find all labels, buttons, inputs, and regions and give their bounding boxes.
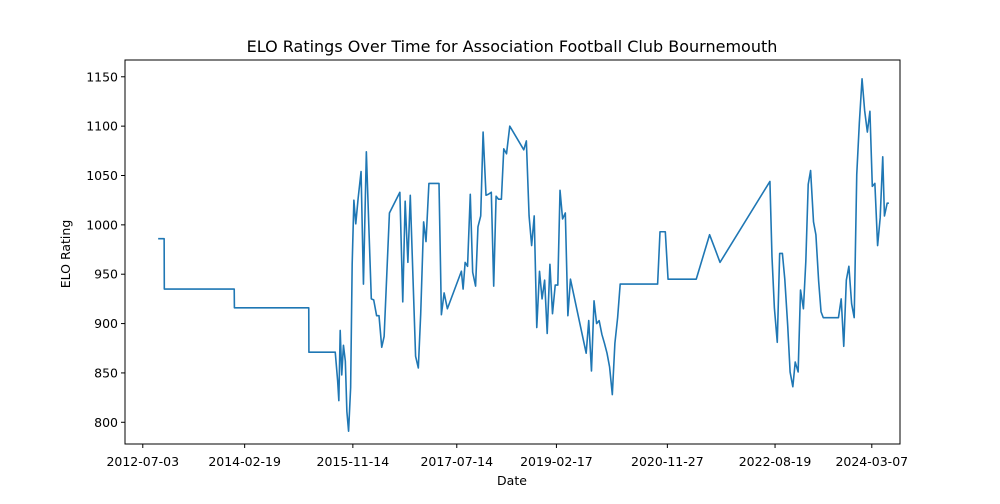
series-line-0 xyxy=(158,77,889,432)
y-tick-label-1150: 1150 xyxy=(86,69,118,84)
x-tick-label-2024-03-07: 2024-03-07 xyxy=(835,454,908,469)
y-tick-label-900: 900 xyxy=(94,316,118,331)
y-axis-label: ELO Rating xyxy=(58,220,73,289)
x-axis: 2012-07-03 2014-02-19 2015-11-14 2017-07-14… xyxy=(106,444,908,469)
x-tick-label-2020-11-27: 2020-11-27 xyxy=(631,454,704,469)
plot-frame xyxy=(124,59,901,445)
x-tick-label-2017-07-14: 2017-07-14 xyxy=(420,454,493,469)
plot-area xyxy=(124,59,901,445)
y-tick-label-1050: 1050 xyxy=(86,168,118,183)
x-axis-label: Date xyxy=(497,473,527,488)
x-tick-label-2015-11-14: 2015-11-14 xyxy=(317,454,390,469)
y-tick-label-1000: 1000 xyxy=(86,217,118,232)
x-tick-label-2012-07-03: 2012-07-03 xyxy=(106,454,179,469)
y-tick-label-1100: 1100 xyxy=(86,119,118,134)
y-tick-label-800: 800 xyxy=(94,415,118,430)
y-tick-label-850: 850 xyxy=(94,365,118,380)
y-axis: 800 850 900 950 1000 1050 1100 1150 xyxy=(86,69,125,430)
x-tick-label-2014-02-19: 2014-02-19 xyxy=(208,454,281,469)
y-tick-label-950: 950 xyxy=(94,267,118,282)
x-tick-label-2022-08-19: 2022-08-19 xyxy=(739,454,812,469)
x-tick-label-2019-02-17: 2019-02-17 xyxy=(520,454,593,469)
chart-title: ELO Ratings Over Time for Association Fo… xyxy=(247,37,778,56)
